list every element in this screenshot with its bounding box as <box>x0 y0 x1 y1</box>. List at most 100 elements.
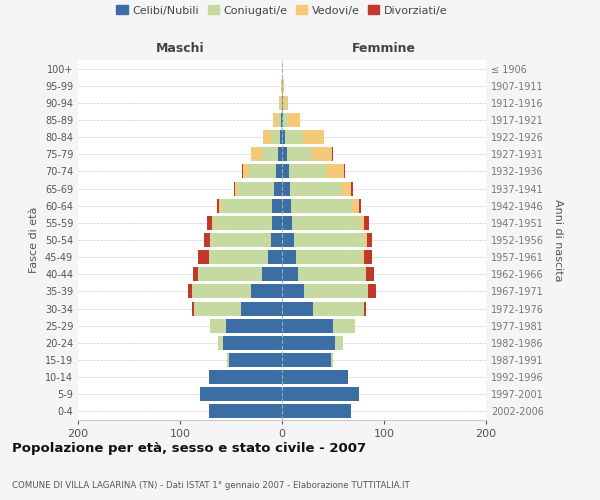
Bar <box>262 148 278 162</box>
Bar <box>282 130 285 144</box>
Bar <box>221 198 272 212</box>
Bar <box>278 148 282 162</box>
Bar <box>288 113 301 127</box>
Bar <box>200 388 282 402</box>
Bar <box>294 233 364 247</box>
Bar <box>281 78 282 92</box>
Bar <box>285 96 288 110</box>
Bar <box>282 302 313 316</box>
Bar <box>212 216 272 230</box>
Bar <box>192 284 251 298</box>
Bar <box>263 130 271 144</box>
Bar <box>365 268 374 281</box>
Bar <box>368 284 376 298</box>
Bar <box>218 336 223 350</box>
Bar <box>352 198 359 212</box>
Bar <box>362 250 364 264</box>
Bar <box>229 353 282 367</box>
Bar <box>251 148 262 162</box>
Bar <box>276 164 282 178</box>
Bar <box>209 370 282 384</box>
Bar <box>304 284 368 298</box>
Bar <box>289 164 326 178</box>
Bar <box>331 353 333 367</box>
Y-axis label: Anni di nascita: Anni di nascita <box>553 198 563 281</box>
Bar <box>251 284 282 298</box>
Bar <box>367 233 372 247</box>
Bar <box>243 164 250 178</box>
Bar <box>217 198 219 212</box>
Bar <box>268 250 282 264</box>
Bar <box>283 113 288 127</box>
Bar <box>234 182 235 196</box>
Bar <box>262 268 282 281</box>
Bar <box>205 233 209 247</box>
Bar <box>290 182 341 196</box>
Bar <box>282 353 331 367</box>
Bar <box>364 250 372 264</box>
Bar <box>271 130 280 144</box>
Bar <box>282 318 333 332</box>
Bar <box>359 198 361 212</box>
Bar <box>272 216 282 230</box>
Bar <box>352 182 353 196</box>
Bar <box>226 318 282 332</box>
Bar <box>242 164 243 178</box>
Bar <box>292 216 359 230</box>
Bar <box>283 96 285 110</box>
Text: Popolazione per età, sesso e stato civile - 2007: Popolazione per età, sesso e stato civil… <box>12 442 366 455</box>
Bar <box>291 198 352 212</box>
Bar <box>282 182 290 196</box>
Bar <box>206 216 212 230</box>
Bar <box>282 198 291 212</box>
Bar <box>282 370 349 384</box>
Bar <box>332 148 333 162</box>
Bar <box>282 216 292 230</box>
Bar <box>364 216 369 230</box>
Bar <box>272 198 282 212</box>
Bar <box>274 182 282 196</box>
Bar <box>199 268 262 281</box>
Bar <box>250 164 276 178</box>
Bar <box>282 388 359 402</box>
Bar <box>296 250 362 264</box>
Bar <box>227 353 229 367</box>
Legend: Celibi/Nubili, Coniugati/e, Vedovi/e, Divorziati/e: Celibi/Nubili, Coniugati/e, Vedovi/e, Di… <box>112 1 452 20</box>
Bar <box>188 284 192 298</box>
Bar <box>279 96 281 110</box>
Bar <box>298 268 365 281</box>
Bar <box>344 164 345 178</box>
Bar <box>282 164 289 178</box>
Bar <box>304 130 324 144</box>
Bar <box>282 336 335 350</box>
Bar <box>282 268 298 281</box>
Bar <box>273 113 278 127</box>
Bar <box>237 182 274 196</box>
Bar <box>235 182 237 196</box>
Bar <box>281 113 282 127</box>
Bar <box>282 113 283 127</box>
Bar <box>282 78 283 92</box>
Bar <box>193 268 199 281</box>
Bar <box>282 250 296 264</box>
Bar <box>287 148 311 162</box>
Bar <box>282 96 283 110</box>
Text: COMUNE DI VILLA LAGARINA (TN) - Dati ISTAT 1° gennaio 2007 - Elaborazione TUTTIT: COMUNE DI VILLA LAGARINA (TN) - Dati IST… <box>12 481 410 490</box>
Bar <box>199 250 209 264</box>
Bar <box>219 198 221 212</box>
Bar <box>341 182 352 196</box>
Bar <box>282 404 352 418</box>
Text: Femmine: Femmine <box>352 42 416 55</box>
Bar <box>278 113 281 127</box>
Text: Maschi: Maschi <box>155 42 205 55</box>
Bar <box>282 284 304 298</box>
Bar <box>281 96 282 110</box>
Bar <box>271 233 282 247</box>
Bar <box>283 78 284 92</box>
Bar <box>313 302 364 316</box>
Bar <box>326 164 344 178</box>
Bar <box>359 216 364 230</box>
Bar <box>335 336 343 350</box>
Bar <box>194 302 241 316</box>
Bar <box>282 148 287 162</box>
